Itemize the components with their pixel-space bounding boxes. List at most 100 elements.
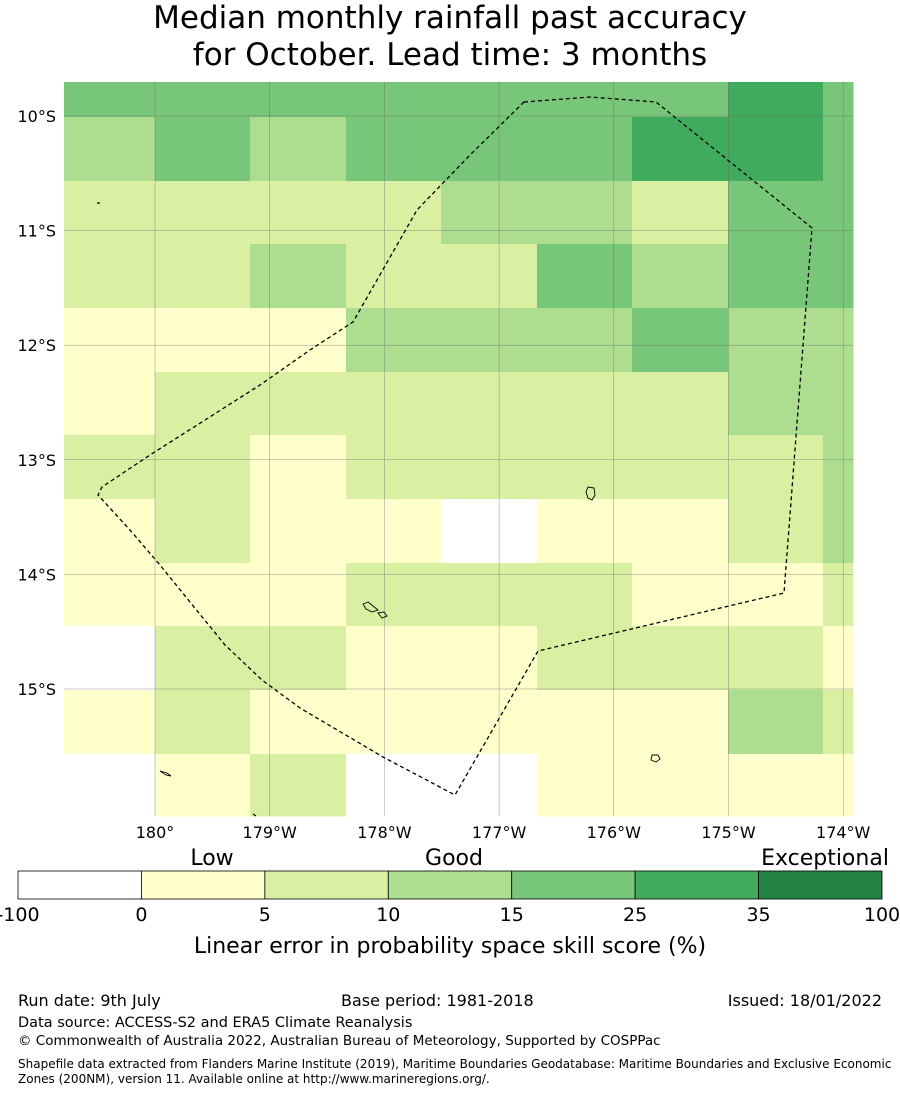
grid-cell [346,308,442,373]
grid-cell [250,690,347,755]
grid-cell [823,181,854,245]
island-savaii-outline [377,611,388,619]
latitude-label: 12°S [17,336,56,355]
grid-cell [441,754,538,817]
grid-cell [823,82,854,118]
grid-cell [728,308,824,373]
grid-cell [537,435,633,500]
grid-cell [155,435,251,500]
grid-cell [441,435,538,500]
grid-cell [155,82,251,118]
grid-cell [537,244,633,309]
grid-cell [728,435,824,500]
grid-cell [346,754,442,817]
data-source: Data source: ACCESS-S2 and ERA5 Climate … [18,1015,413,1031]
colorbar-swatches [17,870,883,900]
grid-cell [346,117,442,182]
grid-cell [728,244,824,309]
colorbar-legend: Low Good Exceptional -100 0 5 10 15 25 35 100 L… [0,846,900,959]
colorbar-swatch [141,870,266,900]
island-wallis-outline [585,486,596,501]
grid-cell [155,181,251,245]
grid-cell [155,244,251,309]
grid-cell [155,372,251,436]
grid-cell [441,499,538,564]
grid-cell [632,117,729,182]
grid-cell [250,181,347,245]
grid-cell [823,244,854,309]
island-upolu-outline [362,601,379,613]
map-title-line-2: for October. Lead time: 3 months [192,37,708,73]
longitude-label: 175°W [701,823,756,842]
grid-cell [64,563,156,627]
latitude-label: 14°S [17,565,56,584]
longitude-tick-labels: 180° 179°W 178°W 177°W 176°W 175°W 174°W [136,823,871,842]
grid-cell [155,499,251,564]
grid-cell [632,181,729,245]
grid-cell [441,181,538,245]
grid-cell [155,308,251,373]
grid-cell [441,82,538,118]
grid-cell [346,626,442,691]
colorbar-tick-labels: -100 0 5 10 15 25 35 100 [0,904,900,926]
grid-cell [441,308,538,373]
grid-cell [346,690,442,755]
grid-cell [64,117,156,182]
grid-cell [64,690,156,755]
grid-cell [537,308,633,373]
grid-cell [64,499,156,564]
grid-cell [346,244,442,309]
grid-cell [537,563,633,627]
longitude-label: 180° [136,823,175,842]
legend-exceptional-label: Exceptional [761,846,889,871]
grid-cell [155,754,251,817]
grid-cell [823,435,854,500]
latitude-label: 10°S [17,107,56,126]
longitude-label: 178°W [357,823,412,842]
issued-date: Issued: 18/01/2022 [727,991,882,1010]
grid-cell [632,244,729,309]
map-title: Median monthly rainfall past accuracy fo… [0,0,900,74]
grid-cell [250,82,347,118]
grid-cell [537,117,633,182]
grid-cell [823,308,854,373]
grid-cell [155,563,251,627]
grid-cell [441,690,538,755]
grid-cell [632,754,729,817]
longitude-label: 179°W [243,823,298,842]
latitude-tick-labels: 10°S 11°S 12°S 13°S 14°S 15°S [17,107,56,699]
grid-cell [64,82,156,118]
legend-good-label: Good [425,846,483,871]
grid-cell [346,563,442,627]
legend-low-label: Low [190,846,233,871]
grid-cell [64,181,156,245]
colorbar-tick-label: 10 [376,904,400,926]
base-period: Base period: 1981-2018 [341,991,534,1010]
grid-cell [823,372,854,436]
grid-cell [64,626,156,691]
skill-grid [64,82,854,817]
eez-boundary [97,96,813,796]
grid-cell [250,372,347,436]
grid-cell [537,690,633,755]
grid-cell [250,244,347,309]
colorbar-tick-label: -100 [0,904,40,926]
latitude-label: 13°S [17,451,56,470]
grid-cell [250,117,347,182]
grid-cell [155,690,251,755]
grid-cell [250,308,347,373]
colorbar-tick-label: 15 [500,904,524,926]
grid-cell [728,372,824,436]
grid-cell [64,372,156,436]
grid-cell [441,563,538,627]
grid-cell [632,372,729,436]
grid-cell [64,308,156,373]
longitude-label: 174°W [816,823,871,842]
shapefile-credit: Shapefile data extracted from Flanders M… [18,1057,892,1086]
grid-cell [250,499,347,564]
longitude-label: 176°W [587,823,642,842]
grid-cell [537,754,633,817]
map-panel: 10°S11°S12°S13°S14°S15°S 180° 179°W 178°W 1… [17,82,871,842]
grid-cell [632,690,729,755]
